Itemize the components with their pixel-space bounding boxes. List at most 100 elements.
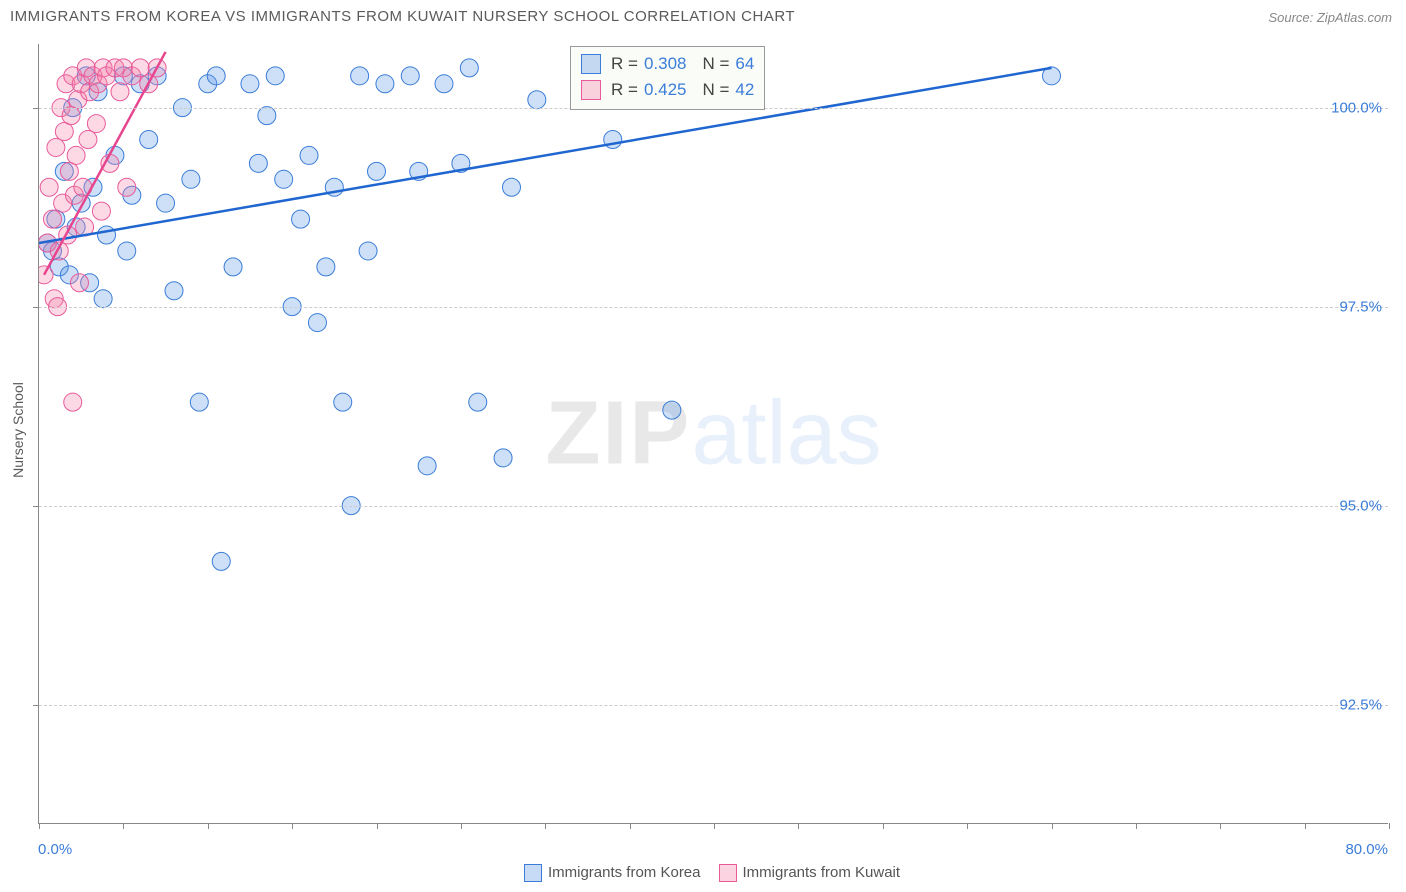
x-tick [630, 823, 631, 829]
data-point-korea [140, 131, 158, 149]
data-point-korea [165, 282, 183, 300]
data-point-korea [157, 194, 175, 212]
data-point-kuwait [47, 138, 65, 156]
x-tick [377, 823, 378, 829]
y-tick [33, 705, 39, 706]
data-point-korea [224, 258, 242, 276]
gridline [39, 506, 1388, 507]
data-point-korea [212, 552, 230, 570]
data-point-korea [435, 75, 453, 93]
data-point-kuwait [64, 393, 82, 411]
data-point-korea [249, 154, 267, 172]
n-value: 42 [735, 80, 754, 100]
x-tick [883, 823, 884, 829]
data-point-kuwait [55, 123, 73, 141]
x-tick [1052, 823, 1053, 829]
x-tick [798, 823, 799, 829]
data-point-korea [460, 59, 478, 77]
data-point-korea [376, 75, 394, 93]
x-tick [39, 823, 40, 829]
data-point-korea [266, 67, 284, 85]
stats-legend: R = 0.308 N = 64 R = 0.425 N = 42 [570, 46, 765, 110]
plot-area: ZIPatlas 92.5%95.0%97.5%100.0% [38, 44, 1388, 824]
data-point-kuwait [71, 274, 89, 292]
data-point-korea [94, 290, 112, 308]
data-point-kuwait [92, 202, 110, 220]
data-point-korea [190, 393, 208, 411]
r-value: 0.308 [644, 54, 687, 74]
y-tick-label: 95.0% [1339, 497, 1382, 514]
y-tick-label: 92.5% [1339, 696, 1382, 713]
legend-swatch-blue [581, 54, 601, 74]
data-point-kuwait [44, 210, 62, 228]
data-point-korea [182, 170, 200, 188]
legend-swatch-pink [719, 864, 737, 882]
x-tick [967, 823, 968, 829]
chart-title: IMMIGRANTS FROM KOREA VS IMMIGRANTS FROM… [10, 8, 795, 25]
n-label: N = [702, 54, 729, 74]
data-point-korea [258, 107, 276, 125]
x-tick [461, 823, 462, 829]
data-point-korea [275, 170, 293, 188]
data-point-korea [351, 67, 369, 85]
data-point-kuwait [39, 266, 53, 284]
data-point-korea [469, 393, 487, 411]
data-point-kuwait [111, 83, 129, 101]
y-tick [33, 108, 39, 109]
n-label: N = [702, 80, 729, 100]
data-point-korea [359, 242, 377, 260]
data-point-kuwait [79, 131, 97, 149]
n-value: 64 [735, 54, 754, 74]
data-point-korea [368, 162, 386, 180]
data-point-korea [528, 91, 546, 109]
y-axis-label: Nursery School [10, 382, 26, 478]
data-point-korea [503, 178, 521, 196]
trendline-korea [39, 68, 1052, 243]
data-point-korea [494, 449, 512, 467]
x-tick [1389, 823, 1390, 829]
data-point-kuwait [40, 178, 58, 196]
data-point-korea [118, 242, 136, 260]
legend-swatch-blue [524, 864, 542, 882]
data-point-kuwait [62, 107, 80, 125]
data-point-korea [401, 67, 419, 85]
chart-source: Source: ZipAtlas.com [1268, 10, 1392, 25]
legend-swatch-pink [581, 80, 601, 100]
x-tick [208, 823, 209, 829]
data-point-korea [300, 146, 318, 164]
data-point-kuwait [87, 115, 105, 133]
stats-legend-row: R = 0.425 N = 42 [581, 77, 754, 103]
x-axis-min: 0.0% [38, 841, 72, 858]
y-tick [33, 506, 39, 507]
stats-legend-row: R = 0.308 N = 64 [581, 51, 754, 77]
data-point-korea [292, 210, 310, 228]
y-tick-label: 100.0% [1331, 99, 1382, 116]
y-tick-label: 97.5% [1339, 298, 1382, 315]
series-legend: Immigrants from KoreaImmigrants from Kuw… [0, 864, 1406, 882]
x-tick [292, 823, 293, 829]
data-point-korea [98, 226, 116, 244]
data-point-korea [418, 457, 436, 475]
r-label: R = [611, 80, 638, 100]
x-tick [714, 823, 715, 829]
y-tick [33, 307, 39, 308]
legend-label: Immigrants from Kuwait [743, 864, 901, 881]
data-point-kuwait [118, 178, 136, 196]
x-tick [1220, 823, 1221, 829]
x-axis-max: 80.0% [1345, 841, 1388, 858]
data-point-kuwait [131, 59, 149, 77]
x-tick [1136, 823, 1137, 829]
chart-header: IMMIGRANTS FROM KOREA VS IMMIGRANTS FROM… [10, 8, 1396, 32]
r-value: 0.425 [644, 80, 687, 100]
gridline [39, 307, 1388, 308]
data-point-korea [317, 258, 335, 276]
data-point-korea [663, 401, 681, 419]
x-tick [123, 823, 124, 829]
scatter-svg [39, 44, 1389, 824]
data-point-korea [241, 75, 259, 93]
data-point-korea [334, 393, 352, 411]
data-point-korea [207, 67, 225, 85]
r-label: R = [611, 54, 638, 74]
data-point-korea [308, 314, 326, 332]
gridline [39, 705, 1388, 706]
